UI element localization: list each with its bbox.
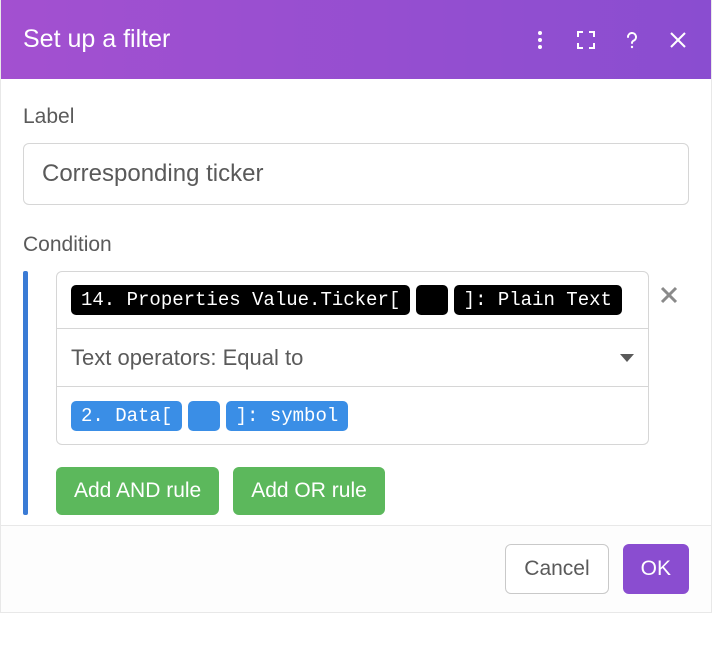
expr-token: ]: Plain Text: [454, 285, 622, 315]
titlebar: Set up a filter: [1, 0, 711, 79]
filter-dialog: Set up a filter Label: [0, 0, 712, 613]
expr-token: 14. Properties Value.Ticker[: [71, 285, 410, 315]
close-icon[interactable]: [667, 29, 689, 51]
remove-condition-icon[interactable]: [649, 271, 689, 305]
ok-button[interactable]: OK: [623, 544, 689, 594]
dialog-footer: Cancel OK: [1, 525, 711, 612]
dialog-title: Set up a filter: [23, 25, 170, 54]
expr-token: [416, 285, 447, 315]
expr-token: 2. Data[: [71, 401, 182, 431]
help-icon[interactable]: [621, 29, 643, 51]
label-heading: Label: [23, 105, 689, 129]
add-or-rule-button[interactable]: Add OR rule: [233, 467, 385, 515]
condition-heading: Condition: [23, 233, 689, 257]
expand-icon[interactable]: [575, 29, 597, 51]
expr-token: [188, 401, 219, 431]
titlebar-actions: [529, 29, 689, 51]
condition-block: 14. Properties Value.Ticker[ ]: Plain Te…: [23, 271, 689, 515]
label-input[interactable]: [23, 143, 689, 205]
operator-text: Text operators: Equal to: [71, 345, 303, 371]
condition-right-expr[interactable]: 2. Data[ ]: symbol: [56, 387, 649, 445]
condition-operator-select[interactable]: Text operators: Equal to: [56, 329, 649, 387]
dialog-body: Label Condition 14. Properties Value.Tic…: [1, 79, 711, 525]
expr-token: ]: symbol: [226, 401, 349, 431]
add-and-rule-button[interactable]: Add AND rule: [56, 467, 219, 515]
condition-accent-bar: [23, 271, 28, 515]
cancel-button[interactable]: Cancel: [505, 544, 608, 594]
condition-left-expr[interactable]: 14. Properties Value.Ticker[ ]: Plain Te…: [56, 271, 649, 329]
more-icon[interactable]: [529, 29, 551, 51]
chevron-down-icon: [620, 354, 634, 362]
